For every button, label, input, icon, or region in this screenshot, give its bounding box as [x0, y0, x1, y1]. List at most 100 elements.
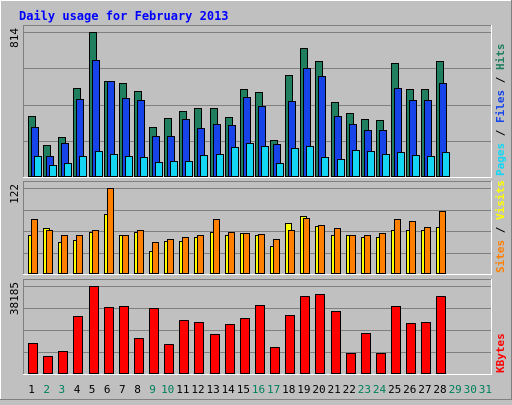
bar-kbytes-day-23: [361, 333, 371, 374]
x-tick-label: 29: [449, 383, 462, 396]
bar-sites-day-27: [424, 227, 431, 274]
bar-pages-day-6: [110, 154, 118, 177]
bar-kbytes-day-2: [43, 356, 53, 374]
bar-pages-day-13: [216, 154, 224, 177]
bar-pages-day-10: [170, 161, 178, 177]
bar-kbytes-day-8: [134, 338, 144, 374]
bar-sites-day-9: [152, 242, 159, 274]
x-tick-label: 19: [297, 383, 310, 396]
y-max-label: 122: [8, 184, 21, 204]
x-tick-label: 21: [327, 383, 340, 396]
bar-kbytes-day-17: [270, 347, 280, 374]
legend-files: Files: [494, 90, 507, 123]
bar-pages-day-25: [397, 152, 405, 177]
bar-pages-day-1: [34, 156, 42, 177]
bar-pages-day-9: [155, 162, 163, 177]
bar-pages-day-7: [125, 156, 133, 177]
legend-sites: Sites: [494, 240, 507, 273]
bar-kbytes-day-5: [89, 286, 99, 374]
legend-pages: Pages: [494, 143, 507, 176]
bar-kbytes-day-15: [240, 318, 250, 374]
bar-kbytes-day-1: [28, 343, 38, 374]
bar-pages-day-19: [306, 146, 314, 177]
bar-kbytes-day-4: [73, 316, 83, 374]
bar-sites-day-12: [197, 235, 204, 274]
x-tick-label: 27: [418, 383, 431, 396]
x-tick-label: 2: [43, 383, 50, 396]
bar-kbytes-day-3: [58, 351, 68, 374]
bar-sites-day-21: [334, 228, 341, 274]
x-tick-label: 15: [237, 383, 250, 396]
bar-pages-day-22: [352, 150, 360, 177]
bar-kbytes-day-25: [391, 306, 401, 374]
bar-pages-day-11: [185, 161, 193, 177]
bar-sites-day-5: [92, 230, 99, 274]
x-tick-label: 31: [479, 383, 492, 396]
x-tick-label: 23: [358, 383, 371, 396]
bar-kbytes-day-22: [346, 353, 356, 374]
x-tick-label: 8: [134, 383, 141, 396]
bar-pages-day-23: [367, 151, 375, 177]
bar-sites-day-17: [273, 239, 280, 274]
bar-sites-day-8: [137, 230, 144, 274]
bar-pages-day-27: [427, 156, 435, 177]
x-tick-label: 14: [222, 383, 236, 396]
panel-kbytes: 38185 KBytes: [8, 279, 507, 375]
x-tick-label: 13: [206, 383, 219, 396]
panel-hits-files-pages: 814 Pages / Files / Hits: [8, 25, 507, 178]
bar-pages-day-2: [49, 165, 57, 177]
bar-pages-day-17: [276, 163, 284, 177]
bar-sites-day-20: [318, 225, 325, 274]
bar-pages-day-15: [246, 143, 254, 177]
bar-sites-day-11: [182, 237, 189, 274]
y-max-label: 38185: [8, 282, 21, 315]
bar-pages-day-18: [291, 148, 299, 177]
x-axis-day-labels: 1 2 3 4 5 6 7 8 9 10 11 12 13 14 15 16 17 18 19 20 21 22 23 24 2…: [28, 383, 492, 396]
bar-pages-day-12: [200, 155, 208, 177]
bar-pages-day-5: [95, 151, 103, 177]
x-tick-label: 12: [191, 383, 204, 396]
panel-legend: Pages / Files / Hits: [494, 44, 507, 177]
bar-sites-day-16: [258, 234, 265, 274]
bar-sites-day-22: [349, 235, 356, 274]
bar-sites-day-6: [107, 188, 114, 274]
bar-sites-day-14: [228, 232, 235, 274]
bar-pages-day-8: [140, 157, 148, 177]
x-tick-label: 20: [312, 383, 325, 396]
legend-separator: /: [494, 220, 507, 240]
x-tick-label: 24: [373, 383, 387, 396]
bar-kbytes-day-10: [164, 344, 174, 374]
bar-kbytes-day-26: [406, 323, 416, 374]
bar-pages-day-4: [79, 156, 87, 177]
bar-sites-day-24: [379, 233, 386, 274]
bar-sites-day-26: [409, 221, 416, 274]
bar-pages-day-20: [321, 157, 329, 177]
x-tick-label: 17: [267, 383, 280, 396]
bar-kbytes-day-27: [421, 322, 431, 374]
bar-sites-day-18: [288, 230, 295, 274]
legend-separator: /: [494, 123, 507, 143]
x-tick-label: 3: [58, 383, 65, 396]
bar-kbytes-day-9: [149, 308, 159, 374]
bar-sites-day-25: [394, 219, 401, 274]
x-tick-label: 4: [74, 383, 81, 396]
x-tick-label: 25: [388, 383, 401, 396]
bar-kbytes-day-13: [210, 334, 220, 374]
bar-sites-day-28: [439, 211, 446, 274]
series-pages: [34, 143, 450, 177]
panel-sites-visits: 122 Sites / Visits: [8, 180, 507, 275]
bar-kbytes-day-7: [119, 306, 129, 374]
bar-sites-day-1: [31, 219, 38, 274]
x-tick-label: 11: [176, 383, 189, 396]
bar-kbytes-day-21: [331, 311, 341, 374]
panel-legend: Sites / Visits: [494, 180, 507, 273]
x-tick-label: 16: [252, 383, 265, 396]
bar-pages-day-21: [337, 159, 345, 177]
bar-sites-day-2: [46, 230, 53, 274]
bar-sites-day-10: [167, 239, 174, 274]
legend-visits: Visits: [494, 180, 507, 220]
bar-sites-day-19: [303, 218, 310, 274]
bar-kbytes-day-28: [436, 296, 446, 374]
legend-kbytes: KBytes: [494, 333, 507, 373]
